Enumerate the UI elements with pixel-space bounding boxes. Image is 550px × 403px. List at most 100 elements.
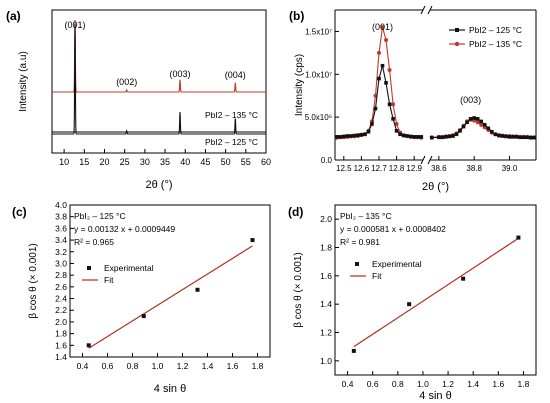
data-point-d bbox=[461, 276, 466, 281]
data-point-135C bbox=[387, 68, 392, 72]
x-axis-title-d: 4 sin θ bbox=[419, 390, 451, 402]
panel-label-b: (b) bbox=[289, 9, 304, 23]
axis-break-mark bbox=[427, 155, 433, 165]
y-tick-label-d: 1.2 bbox=[320, 328, 332, 338]
data-point-125C bbox=[440, 135, 445, 140]
data-point-125C bbox=[366, 129, 371, 134]
peak-label: (003) bbox=[460, 95, 481, 105]
x-tick-label-d: 1.2 bbox=[442, 379, 454, 389]
panel-label-d: (d) bbox=[288, 205, 303, 219]
data-point-125C bbox=[377, 76, 381, 81]
y-tick-label-c: 2.0 bbox=[55, 317, 67, 327]
data-point-125C bbox=[345, 134, 350, 138]
data-point-125C bbox=[528, 135, 533, 140]
trace-label-125C: PbI2 – 125 °C bbox=[205, 137, 258, 147]
data-point-125C bbox=[363, 132, 367, 137]
data-point-135C bbox=[384, 38, 389, 42]
legend-marker bbox=[454, 41, 460, 47]
fit-annotation-c: PbI₂ – 125 °C bbox=[74, 211, 126, 221]
data-point-125C bbox=[451, 134, 455, 138]
data-point-125C bbox=[401, 133, 406, 138]
plot-frame-d bbox=[334, 204, 537, 376]
y-axis-title-c: β cos θ (× 0.001) bbox=[28, 243, 39, 319]
y-tick-label-c: 3.8 bbox=[55, 212, 67, 222]
legend-label-d: Experimental bbox=[372, 259, 422, 269]
peak-label: (003) bbox=[169, 69, 190, 79]
data-point-125C bbox=[518, 135, 522, 140]
data-point-125C bbox=[349, 134, 353, 138]
data-point-125C bbox=[384, 81, 388, 85]
panel-a-xrd-pattern: (001) (002) (003) (004) PbI2 – 135 °C PbI2 – … bbox=[18, 9, 271, 191]
peak-label: (001) bbox=[372, 22, 393, 32]
data-point-125C bbox=[521, 135, 526, 140]
data-point-125C bbox=[493, 132, 498, 137]
x-tick-label-c: 1.6 bbox=[227, 361, 239, 371]
data-point-125C bbox=[479, 119, 484, 124]
data-point-125C bbox=[391, 117, 395, 121]
data-point-125C bbox=[525, 135, 529, 140]
data-point-125C bbox=[500, 134, 505, 138]
fit-annotation-d: PbI₂ – 135 °C bbox=[340, 211, 392, 221]
data-point-135C bbox=[377, 50, 381, 55]
x-tick-label-b: 12.5 bbox=[336, 164, 352, 173]
data-point-135C bbox=[380, 25, 385, 30]
y-tick-label-b: 5.0x10⁶ bbox=[305, 113, 332, 122]
data-point-125C bbox=[454, 132, 459, 137]
data-point-135C bbox=[479, 122, 484, 127]
y-tick-label-c: 3.6 bbox=[55, 223, 67, 233]
data-point-125C bbox=[370, 122, 374, 126]
data-point-125C bbox=[359, 132, 364, 137]
x-tick-label-c: 1.4 bbox=[202, 361, 214, 371]
data-point-125C bbox=[514, 135, 519, 139]
x-tick-label-c: 0.6 bbox=[102, 361, 114, 371]
x-tick-label-a: 15 bbox=[79, 157, 89, 167]
x-tick-label-a: 45 bbox=[200, 157, 210, 167]
y-tick-label-c: 2.8 bbox=[55, 270, 67, 280]
x-tick-label-a: 55 bbox=[241, 157, 251, 167]
legend-marker bbox=[455, 28, 459, 32]
panel-label-c: (c) bbox=[12, 205, 27, 219]
y-tick-label-c: 2.4 bbox=[55, 294, 67, 304]
data-point-125C bbox=[472, 116, 476, 120]
x-tick-label-c: 1.2 bbox=[177, 361, 189, 371]
fit-annotation-c: R² = 0.965 bbox=[74, 237, 114, 247]
y-tick-label-c: 1.8 bbox=[55, 329, 67, 339]
data-point-125C bbox=[490, 129, 494, 134]
data-point-d bbox=[516, 235, 521, 240]
legend-label-c: Experimental bbox=[104, 263, 154, 273]
data-point-125C bbox=[465, 120, 469, 125]
panel-c-williamson-hall: 1.41.61.82.02.22.42.62.83.03.23.43.63.84… bbox=[28, 200, 271, 395]
data-point-125C bbox=[338, 135, 343, 139]
y-tick-label-d: 2.0 bbox=[320, 214, 332, 224]
data-point-125C bbox=[429, 135, 434, 140]
y-tick-label-c: 2.2 bbox=[55, 305, 67, 315]
x-tick-label-d: 1.4 bbox=[467, 379, 479, 389]
axis-break-mark bbox=[420, 5, 426, 15]
y-axis-title-d: β cos θ (× 0.001) bbox=[293, 252, 304, 328]
data-point-125C bbox=[380, 63, 385, 68]
x-tick-label-d: 1.6 bbox=[492, 379, 504, 389]
data-point-125C bbox=[458, 129, 462, 133]
legend-marker-c bbox=[87, 266, 91, 270]
fit-annotation-c: y = 0.00132 x + 0.0009449 bbox=[74, 224, 175, 234]
x-tick-label-b: 12.7 bbox=[371, 164, 387, 173]
y-tick-label-b: 1.0x10⁷ bbox=[305, 70, 332, 79]
y-tick-label-c: 3.4 bbox=[55, 235, 67, 245]
data-point-c bbox=[141, 314, 146, 319]
y-tick-label-c: 1.4 bbox=[55, 352, 67, 362]
x-tick-label-c: 1.8 bbox=[252, 361, 264, 371]
x-tick-label-b: 12.6 bbox=[354, 164, 370, 173]
data-point-125C bbox=[405, 134, 409, 138]
data-point-c bbox=[86, 343, 91, 348]
peak-label: (001) bbox=[65, 20, 86, 30]
data-point-125C bbox=[497, 133, 501, 138]
data-point-125C bbox=[532, 135, 537, 140]
axis-break-mark bbox=[420, 155, 426, 165]
data-point-125C bbox=[412, 135, 416, 139]
x-tick-label-a: 40 bbox=[180, 157, 190, 167]
data-point-125C bbox=[475, 117, 480, 121]
data-point-125C bbox=[507, 135, 512, 139]
data-point-125C bbox=[482, 123, 487, 127]
legend-label-d: Fit bbox=[372, 271, 382, 281]
